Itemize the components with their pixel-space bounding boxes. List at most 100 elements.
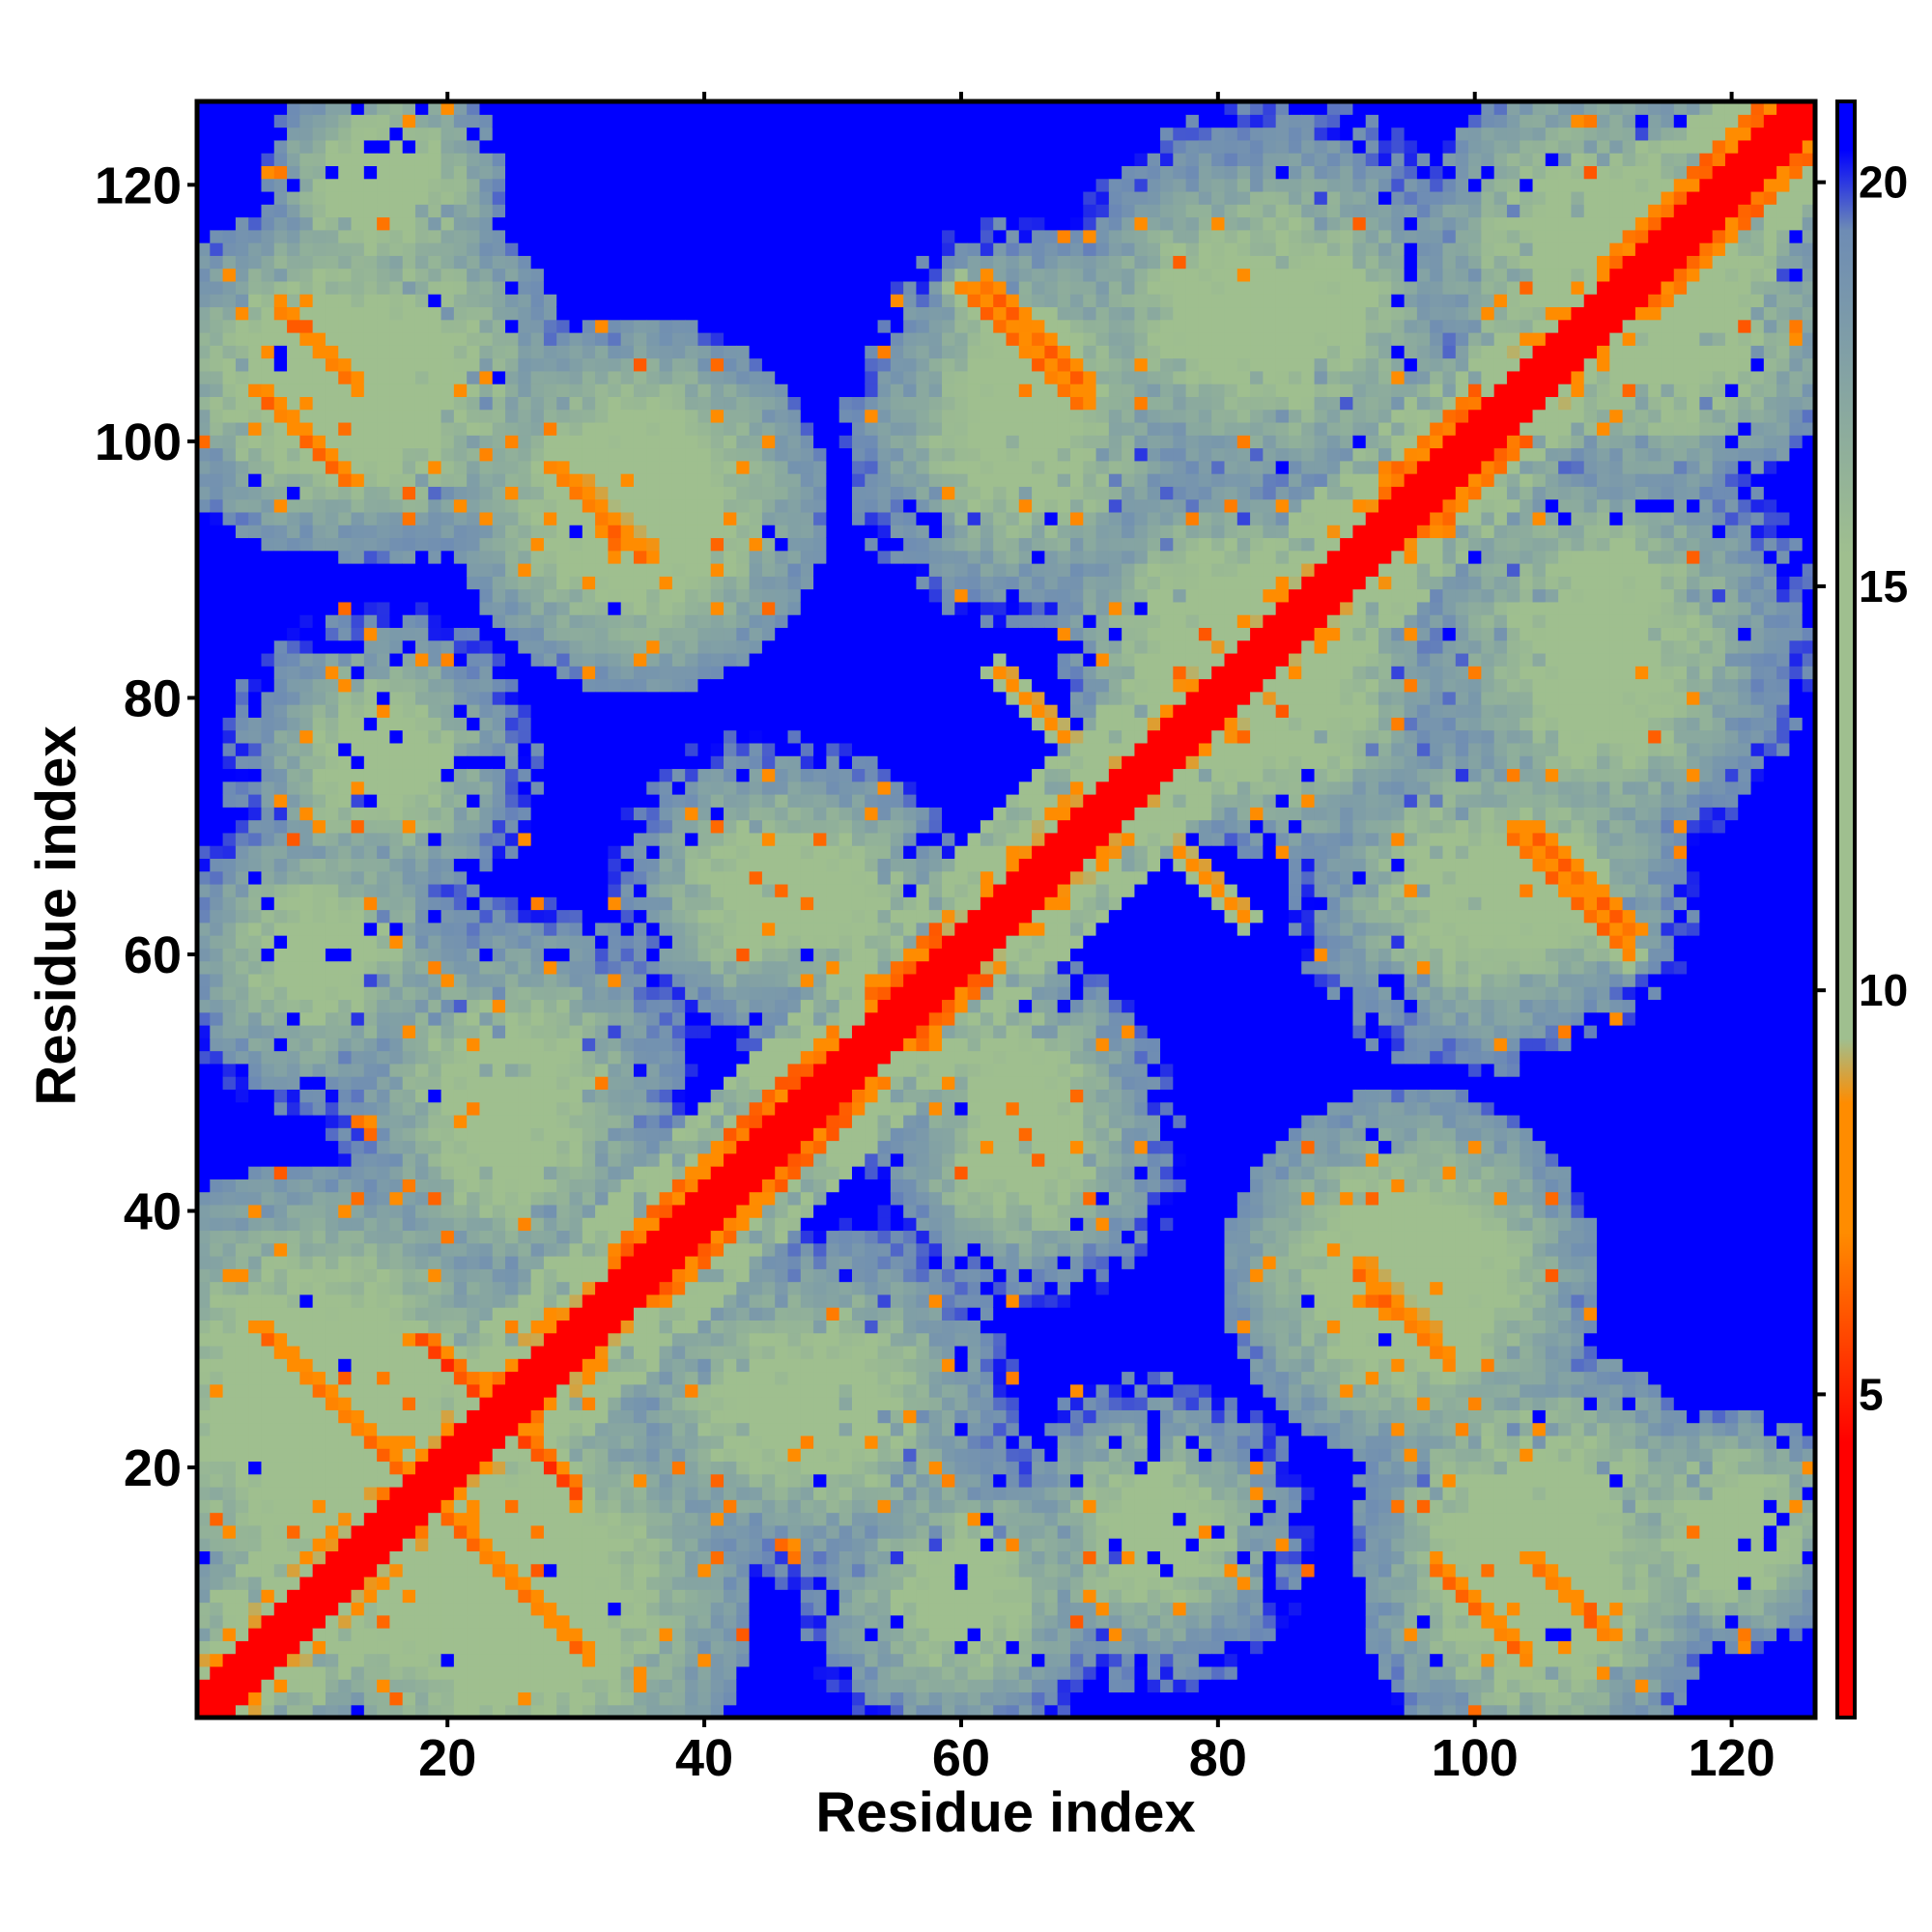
- heatmap-cell: [248, 935, 263, 949]
- heatmap-cell: [479, 1242, 494, 1257]
- heatmap-cell: [273, 960, 288, 975]
- heatmap-cell: [620, 627, 635, 641]
- heatmap-cell: [299, 1230, 314, 1244]
- heatmap-cell: [685, 794, 699, 808]
- heatmap-cell: [222, 1101, 237, 1116]
- heatmap-cell: [402, 652, 416, 667]
- heatmap-cell: [299, 627, 314, 641]
- heatmap-cell: [377, 421, 390, 436]
- heatmap-cell: [543, 1217, 557, 1232]
- heatmap-cell: [273, 1230, 288, 1244]
- heatmap-cell: [530, 858, 545, 872]
- heatmap-cell: [197, 345, 211, 359]
- heatmap-cell: [197, 999, 211, 1013]
- heatmap-cell: [671, 1063, 686, 1077]
- heatmap-cell: [273, 255, 288, 270]
- heatmap-cell: [530, 794, 545, 808]
- heatmap-cell: [325, 1242, 339, 1257]
- heatmap-cell: [402, 165, 416, 180]
- heatmap-cell: [633, 691, 647, 705]
- heatmap-cell: [377, 1152, 390, 1167]
- heatmap-cell: [389, 1422, 404, 1436]
- heatmap-cell: [377, 1512, 390, 1526]
- heatmap-cell: [582, 498, 596, 513]
- heatmap-cell: [697, 1614, 712, 1629]
- heatmap-cell: [608, 794, 622, 808]
- heatmap-cell: [414, 588, 429, 603]
- heatmap-cell: [210, 101, 224, 115]
- heatmap-cell: [210, 486, 224, 500]
- heatmap-cell: [556, 114, 571, 128]
- heatmap-cell: [273, 1691, 288, 1706]
- heatmap-cell: [402, 332, 416, 346]
- heatmap-cell: [492, 178, 506, 192]
- heatmap-cell: [389, 242, 404, 256]
- heatmap-cell: [389, 1653, 404, 1667]
- heatmap-cell: [608, 460, 622, 474]
- heatmap-cell: [453, 652, 468, 667]
- heatmap-cell: [685, 639, 699, 654]
- heatmap-cell: [646, 421, 661, 436]
- heatmap-cell: [235, 1665, 249, 1680]
- heatmap-cell: [505, 781, 519, 795]
- heatmap-cell: [518, 922, 532, 936]
- heatmap-cell: [248, 614, 263, 628]
- heatmap-cell: [210, 1704, 224, 1719]
- heatmap-cell: [299, 473, 314, 487]
- heatmap-cell: [428, 614, 442, 628]
- heatmap-cell: [197, 1101, 211, 1116]
- heatmap-cell: [402, 576, 416, 590]
- heatmap-cell: [414, 717, 429, 731]
- heatmap-cell: [299, 819, 314, 834]
- heatmap-cell: [492, 1101, 506, 1116]
- heatmap-cell: [248, 1025, 263, 1038]
- heatmap-cell: [556, 588, 571, 603]
- heatmap-cell: [518, 1614, 532, 1629]
- heatmap-cell: [312, 114, 327, 128]
- heatmap-cell: [210, 1152, 224, 1167]
- heatmap-cell: [479, 435, 494, 449]
- heatmap-cell: [595, 1665, 609, 1680]
- heatmap-cell: [402, 973, 416, 987]
- heatmap-cell: [273, 1114, 288, 1128]
- heatmap-cell: [414, 819, 429, 834]
- heatmap-cell: [530, 1011, 545, 1026]
- heatmap-cell: [479, 704, 494, 718]
- heatmap-cell: [453, 1217, 468, 1232]
- heatmap-cell: [197, 1461, 211, 1475]
- heatmap-cell: [235, 421, 249, 436]
- heatmap-cell: [440, 627, 455, 641]
- heatmap-cell: [402, 948, 416, 962]
- heatmap-cell: [467, 1563, 481, 1577]
- heatmap-cell: [210, 306, 224, 321]
- heatmap-cell: [467, 114, 481, 128]
- heatmap-cell: [569, 999, 583, 1013]
- heatmap-cell: [389, 1704, 404, 1719]
- heatmap-cell: [582, 1293, 596, 1308]
- heatmap-cell: [414, 742, 429, 756]
- heatmap-cell: [595, 1063, 609, 1077]
- heatmap-cell: [543, 1371, 557, 1385]
- heatmap-cell: [556, 1538, 571, 1551]
- heatmap-cell: [197, 370, 211, 384]
- heatmap-cell: [338, 973, 353, 987]
- heatmap-cell: [338, 1589, 353, 1604]
- heatmap-cell: [389, 486, 404, 500]
- heatmap-cell: [467, 216, 481, 231]
- heatmap-cell: [492, 332, 506, 346]
- heatmap-cell: [646, 473, 661, 487]
- heatmap-cell: [312, 819, 327, 834]
- heatmap-cell: [633, 1063, 647, 1077]
- heatmap-cell: [197, 819, 211, 834]
- heatmap-cell: [518, 883, 532, 897]
- heatmap-cell: [197, 190, 211, 205]
- heatmap-cell: [505, 1358, 519, 1373]
- heatmap-cell: [338, 858, 353, 872]
- heatmap-cell: [479, 114, 494, 128]
- heatmap-cell: [299, 1538, 314, 1551]
- heatmap-cell: [479, 384, 494, 397]
- heatmap-cell: [453, 280, 468, 295]
- heatmap-cell: [210, 1025, 224, 1038]
- heatmap-cell: [492, 101, 506, 115]
- heatmap-cell: [530, 1217, 545, 1232]
